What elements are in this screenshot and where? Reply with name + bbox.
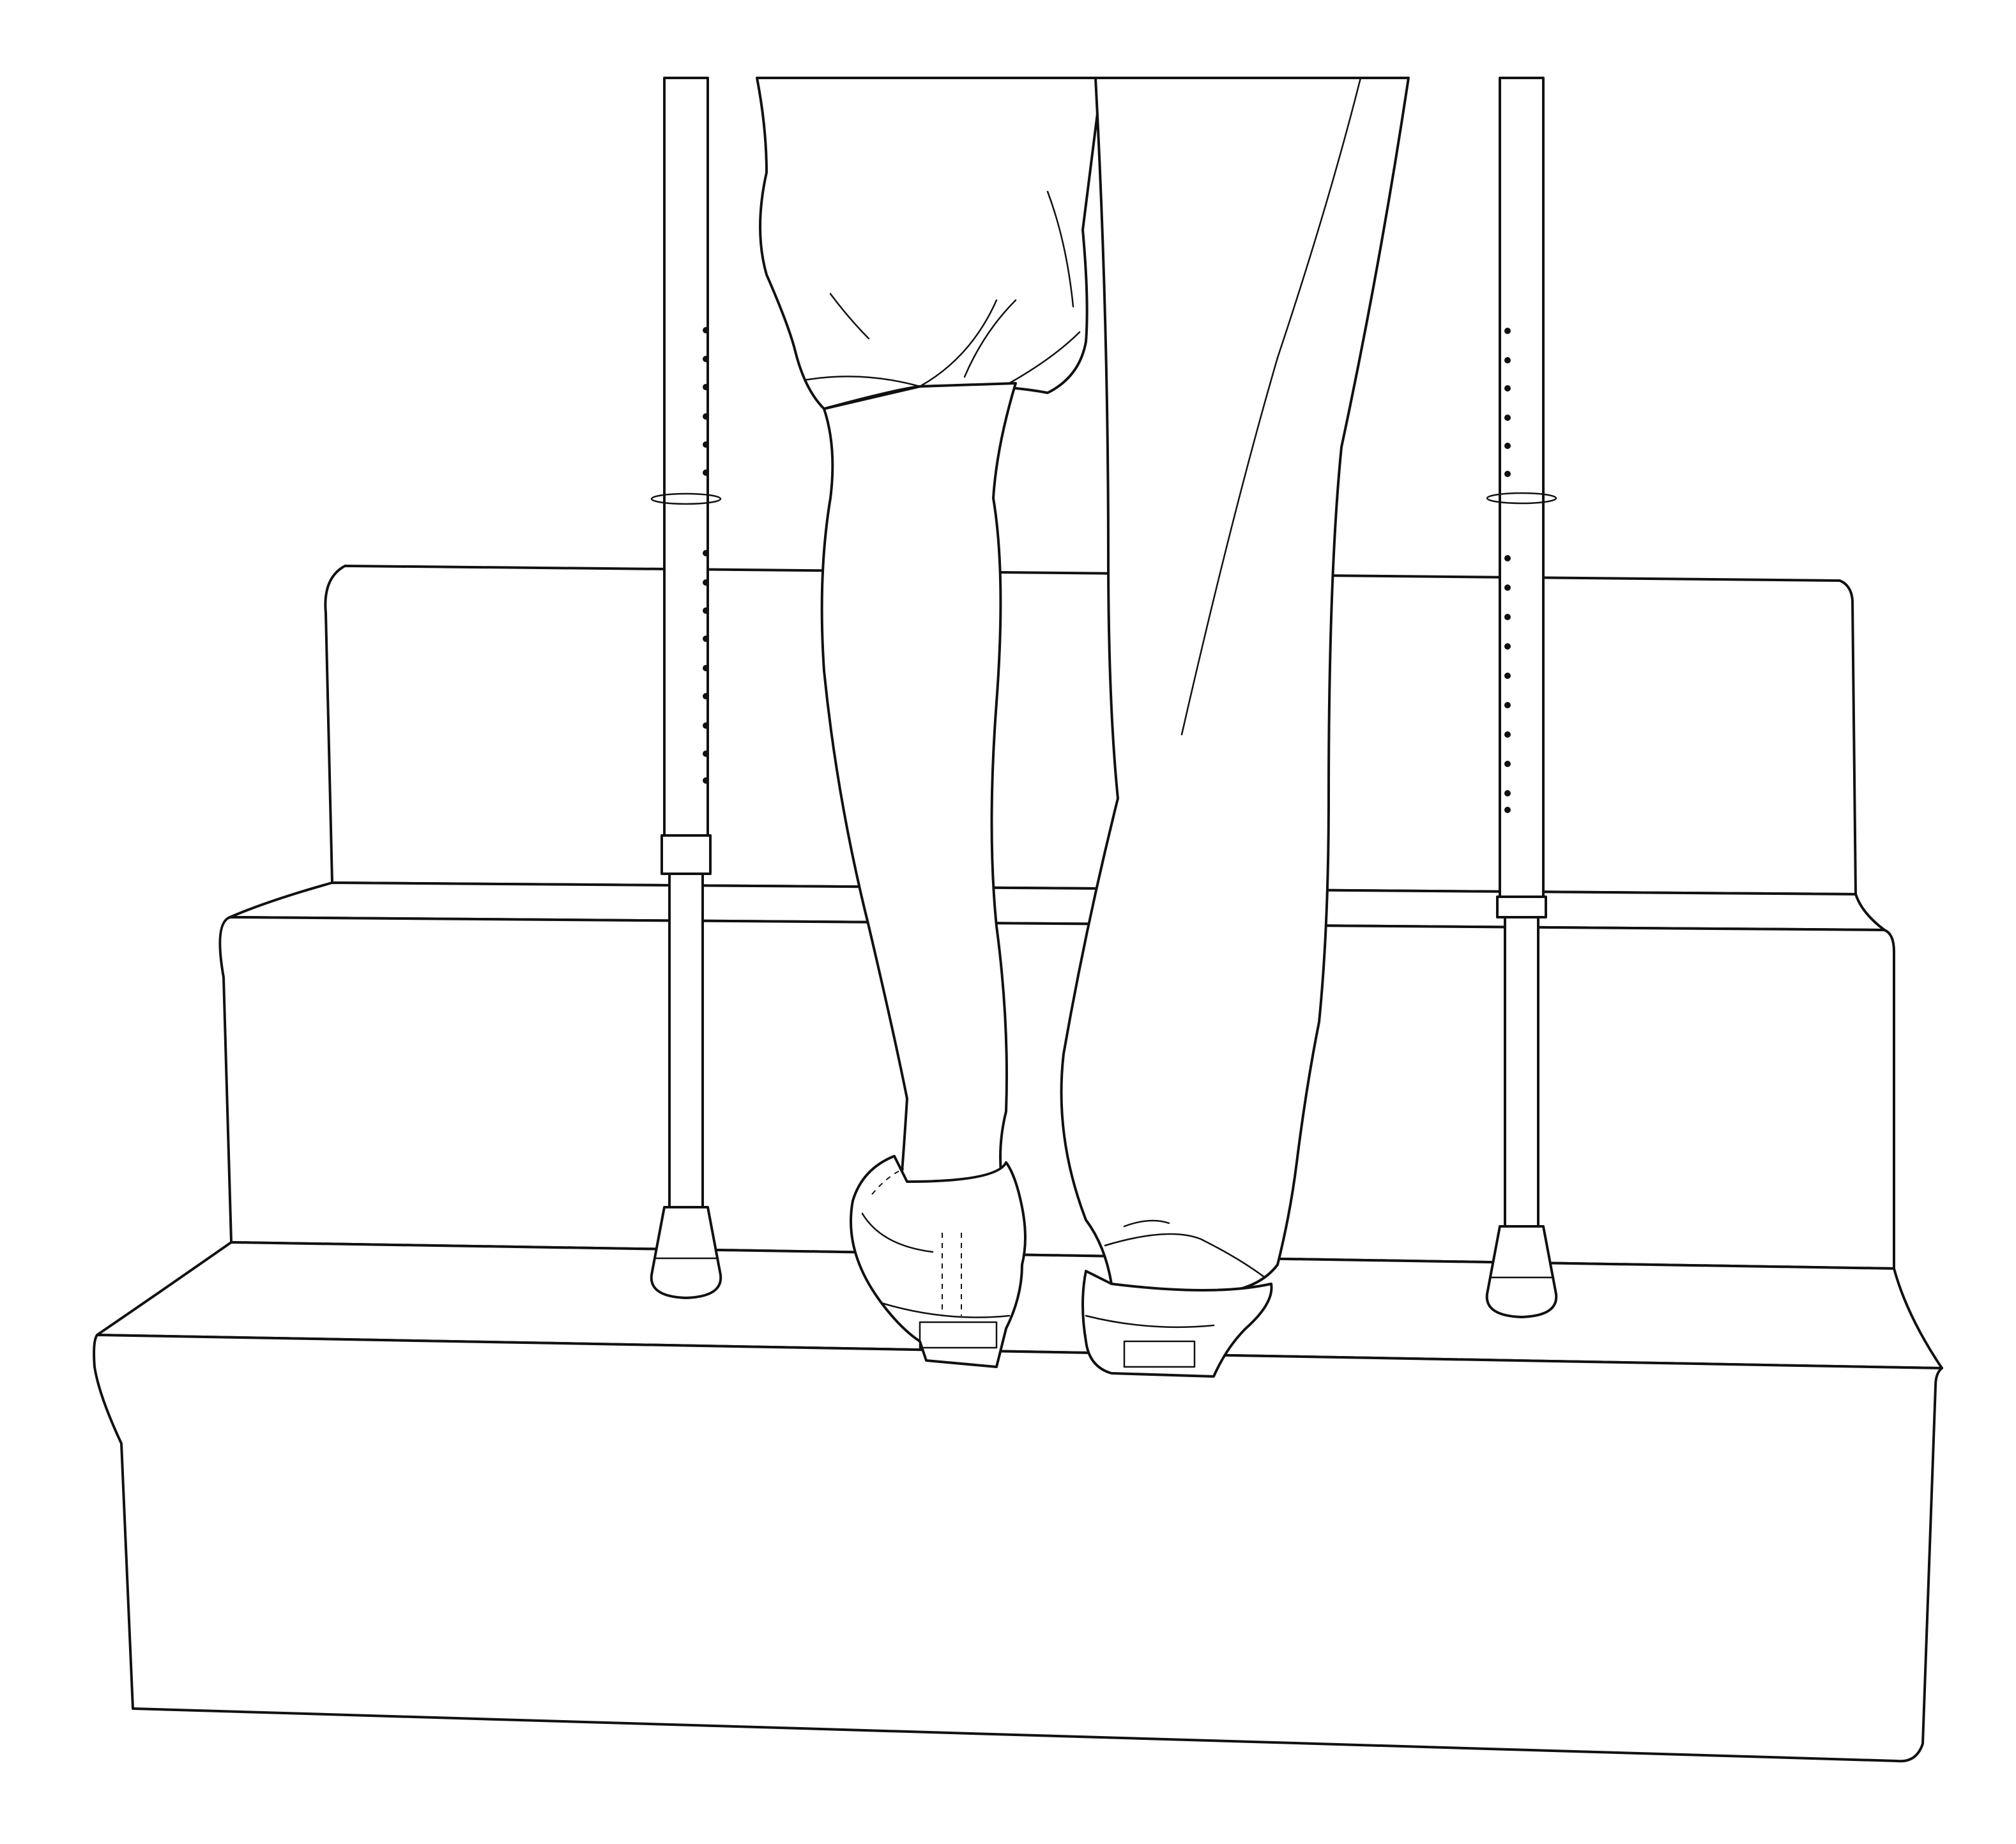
- staircase: [93, 565, 1943, 1763]
- right-crutch-tip: [1485, 1225, 1558, 1318]
- left-crutch-holes: [703, 327, 709, 784]
- left-crutch-pin: [650, 492, 722, 505]
- top-step-riser: [324, 565, 1857, 895]
- left-sneaker-heel-tab: [919, 1321, 998, 1349]
- left-sneaker: [850, 1155, 1027, 1368]
- left-crutch-collar: [661, 834, 712, 875]
- right-crutch-collar: [1496, 895, 1547, 918]
- right-crutch-upper-tube: [1499, 77, 1545, 907]
- right-crutch-holes: [1504, 328, 1511, 813]
- right-sneaker-heel-tab: [1123, 1340, 1196, 1368]
- left-crutch-upper-tube: [663, 77, 709, 843]
- right-leg: [1060, 77, 1410, 1378]
- right-crutch-pin: [1486, 492, 1557, 505]
- left-shorts-cuff: [756, 77, 1103, 410]
- right-crutch-lower-tube: [1504, 916, 1539, 1228]
- left-crutch-tip: [650, 1206, 722, 1299]
- right-crutch: [1485, 77, 1558, 1318]
- left-leg: [756, 77, 1103, 1368]
- right-sneaker: [1081, 1270, 1273, 1378]
- left-crutch-lower-tube: [668, 872, 704, 1208]
- bottom-step-riser: [93, 1334, 1943, 1763]
- middle-step-riser: [218, 916, 1895, 1270]
- left-crutch: [650, 77, 722, 1299]
